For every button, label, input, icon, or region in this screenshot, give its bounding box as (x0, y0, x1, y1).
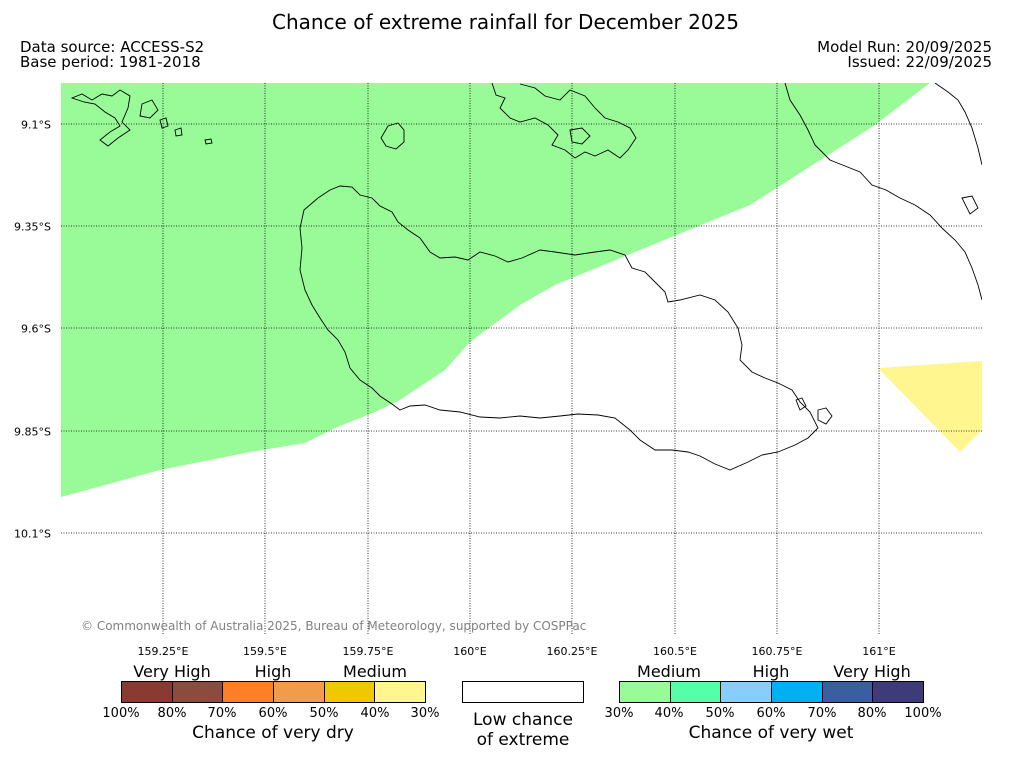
legend-tick: 30% (410, 706, 440, 721)
color-swatch (274, 682, 325, 702)
legend-tick: 40% (360, 706, 390, 721)
russell-islands (70, 89, 131, 147)
wet-colorbar (619, 681, 924, 703)
legend-tick: 60% (258, 706, 288, 721)
legend-category: Medium (637, 662, 701, 681)
copyright-notice: © Commonwealth of Australia 2025, Bureau… (81, 619, 587, 633)
legend-tick: 50% (309, 706, 339, 721)
color-swatch (721, 682, 773, 702)
legend-category: High (752, 662, 790, 681)
legend-tick: 50% (705, 706, 735, 721)
base-period: Base period: 1981-2018 (20, 53, 201, 71)
wet-legend-title: Chance of very wet (688, 723, 854, 743)
lat-label: 9.1°S (21, 118, 51, 132)
color-swatch (772, 682, 823, 702)
color-swatch (873, 682, 924, 702)
graticule (61, 83, 982, 635)
lat-label: 9.6°S (21, 322, 51, 336)
guadalcanal-coast (299, 185, 819, 471)
map-title: Chance of extreme rainfall for December … (271, 10, 740, 34)
color-swatch (375, 682, 426, 702)
russell-islet-b (139, 99, 159, 119)
legend-tick: 40% (654, 706, 684, 721)
lon-label: 159.5°E (243, 645, 287, 658)
dry-colorbar (121, 681, 426, 703)
legend-tick: 80% (857, 706, 887, 721)
color-swatch (172, 682, 224, 702)
legend-category: Very High (133, 662, 211, 681)
data-source: Data source: ACCESS-S2 (20, 38, 205, 56)
legend-category: Very High (833, 662, 911, 681)
source-info: Data source: ACCESS-S2 Base period: 1981… (20, 40, 204, 70)
low-chance-label: Low chance of extreme (443, 710, 603, 750)
lon-label: 161°E (862, 645, 896, 658)
russell-islet-e (204, 138, 213, 145)
run-info: Model Run: 20/09/2025 Issued: 22/09/2025 (817, 40, 992, 70)
florida-islands (491, 83, 637, 159)
legend-tick: 70% (207, 706, 237, 721)
color-swatch (670, 682, 722, 702)
legend-tick: 30% (604, 706, 634, 721)
malaita-islet (961, 195, 979, 215)
color-swatch (324, 682, 376, 702)
lon-label: 159.75°E (342, 645, 394, 658)
low-chance-line2: of extreme (476, 730, 570, 750)
lon-label: 159.25°E (137, 645, 189, 658)
savo-island (380, 122, 405, 150)
coastline (70, 83, 982, 471)
low-chance-line1: Low chance (473, 710, 573, 730)
legend-category: Medium (343, 662, 407, 681)
legend-tick: 80% (157, 706, 187, 721)
color-swatch (223, 682, 275, 702)
legend-tick: 100% (904, 706, 942, 721)
russell-islet-d (174, 127, 183, 137)
legend-tick: 70% (807, 706, 837, 721)
legend-tick: 60% (756, 706, 786, 721)
marau-islet-b (795, 397, 807, 411)
malaita-east-coast (934, 83, 982, 166)
small-island-a (569, 127, 591, 145)
legend-category: High (254, 662, 292, 681)
marau-islet (817, 407, 833, 425)
lon-label: 160.25°E (546, 645, 598, 658)
wet-probability-region (61, 83, 930, 497)
lon-label: 160°E (453, 645, 487, 658)
low-chance-swatch (462, 681, 584, 703)
lon-label: 160.5°E (653, 645, 697, 658)
color-swatch (620, 682, 671, 702)
lon-label: 160.75°E (751, 645, 803, 658)
dry-legend-title: Chance of very dry (192, 723, 354, 743)
dry-probability-region (878, 361, 982, 452)
issued-date: Issued: 22/09/2025 (847, 53, 992, 71)
lat-label: 10.1°S (14, 527, 51, 541)
malaita-coast (784, 83, 982, 301)
russell-islet-c (159, 117, 169, 129)
model-run: Model Run: 20/09/2025 (817, 38, 992, 56)
lat-label: 9.35°S (14, 220, 51, 234)
lat-label: 9.85°S (14, 425, 51, 439)
color-swatch (822, 682, 874, 702)
color-swatch (122, 682, 173, 702)
legend-tick: 100% (102, 706, 140, 721)
